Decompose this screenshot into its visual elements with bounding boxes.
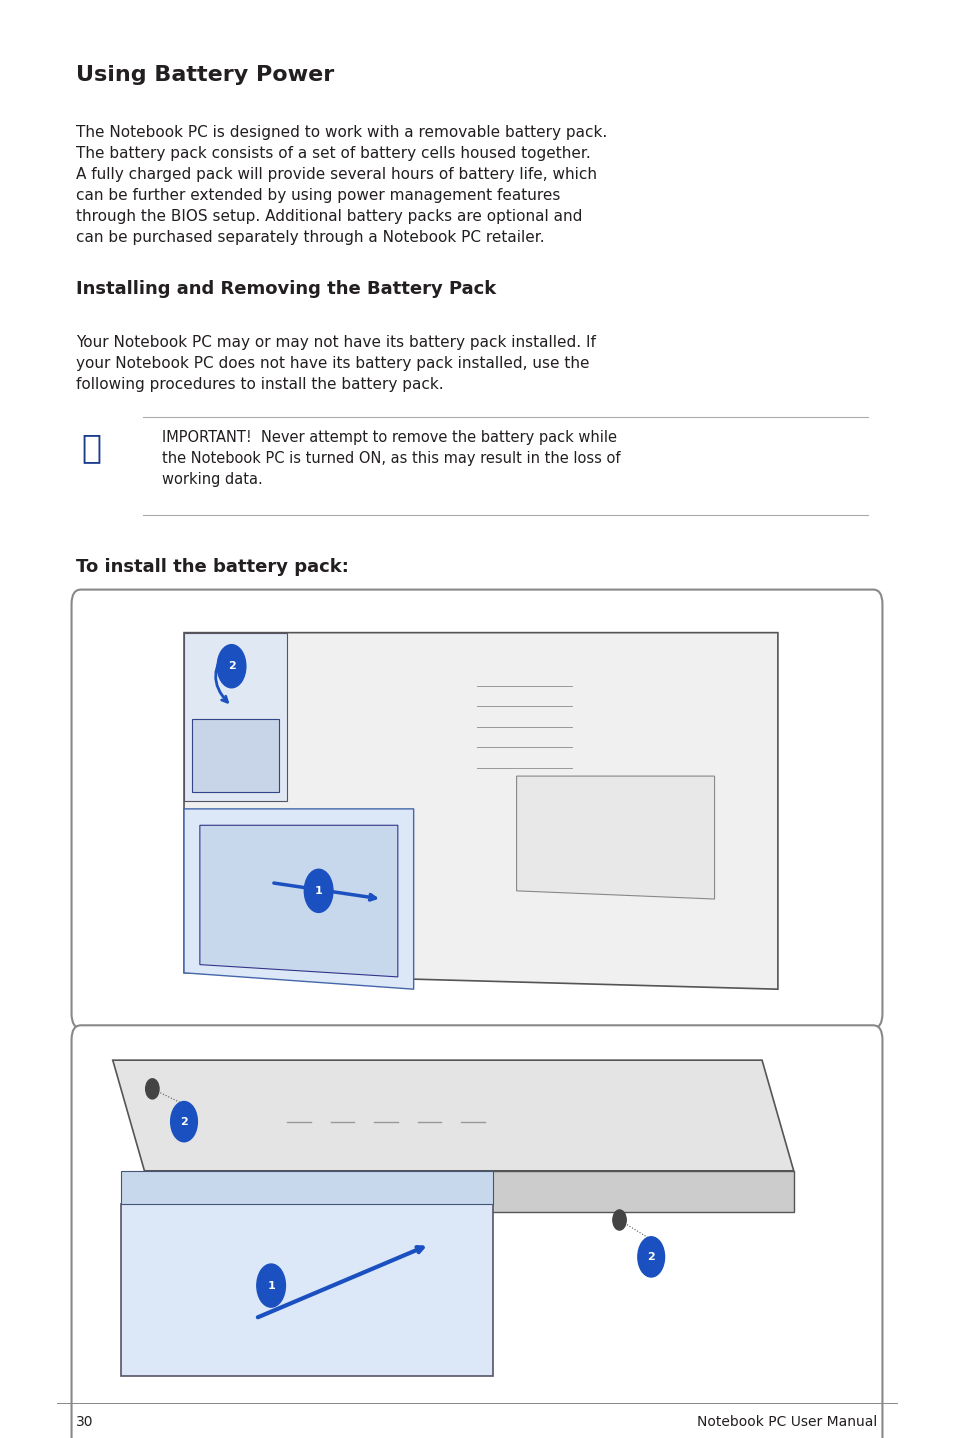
Text: Your Notebook PC may or may not have its battery pack installed. If
your Noteboo: Your Notebook PC may or may not have its… [76, 335, 596, 393]
Text: Using Battery Power: Using Battery Power [76, 65, 335, 85]
Text: 1: 1 [314, 886, 322, 896]
Circle shape [256, 1264, 285, 1307]
Polygon shape [184, 810, 414, 989]
Text: 1: 1 [267, 1281, 274, 1290]
Text: Installing and Removing the Battery Pack: Installing and Removing the Battery Pack [76, 280, 497, 299]
Circle shape [304, 870, 333, 913]
Circle shape [612, 1209, 625, 1229]
Circle shape [638, 1237, 664, 1277]
Text: To install the battery pack:: To install the battery pack: [76, 558, 349, 577]
Text: IMPORTANT!  Never attempt to remove the battery pack while
the Notebook PC is tu: IMPORTANT! Never attempt to remove the b… [162, 430, 620, 487]
Polygon shape [144, 1171, 793, 1212]
Text: 2: 2 [647, 1252, 655, 1263]
FancyBboxPatch shape [71, 590, 882, 1028]
Circle shape [146, 1078, 159, 1099]
Text: The Notebook PC is designed to work with a removable battery pack.
The battery p: The Notebook PC is designed to work with… [76, 125, 607, 244]
Text: 2: 2 [228, 661, 235, 672]
Text: Notebook PC User Manual: Notebook PC User Manual [697, 1415, 877, 1429]
Polygon shape [192, 719, 279, 792]
Text: 30: 30 [76, 1415, 93, 1429]
Polygon shape [184, 633, 777, 989]
Text: ✋: ✋ [81, 431, 101, 464]
Polygon shape [120, 1204, 493, 1376]
FancyBboxPatch shape [71, 1025, 882, 1438]
Polygon shape [184, 633, 287, 801]
Polygon shape [517, 777, 714, 899]
Circle shape [171, 1102, 197, 1142]
Circle shape [217, 644, 246, 687]
Polygon shape [200, 825, 397, 976]
Polygon shape [120, 1171, 493, 1204]
Text: 2: 2 [180, 1117, 188, 1126]
Polygon shape [112, 1060, 793, 1171]
